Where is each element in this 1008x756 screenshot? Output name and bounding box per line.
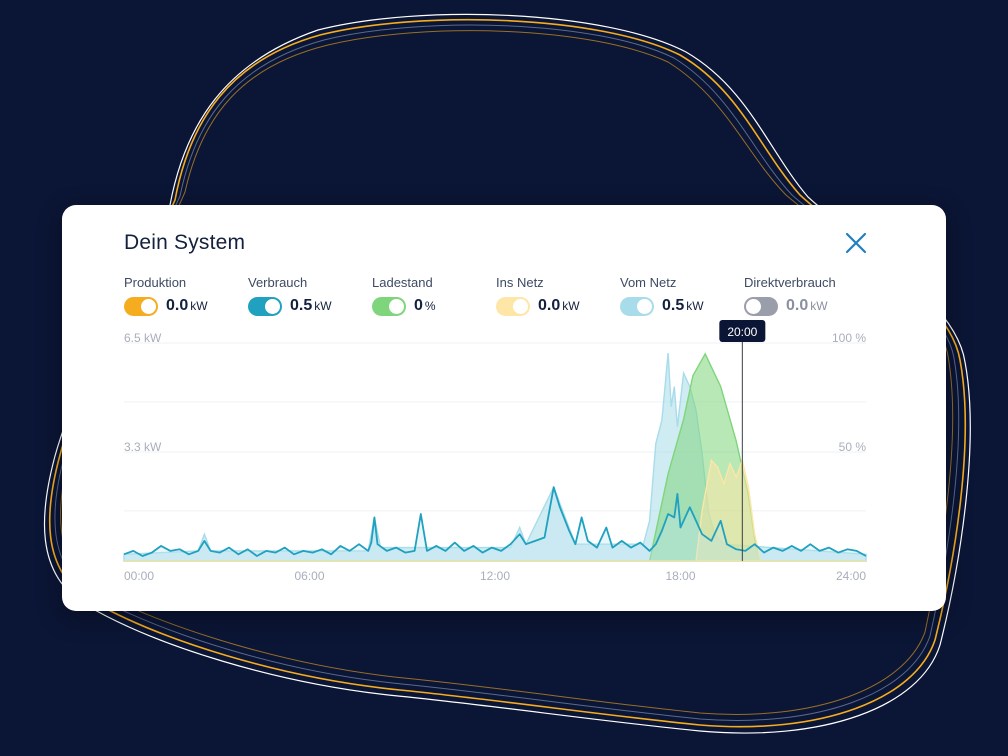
time-cursor-label: 20:00 bbox=[727, 325, 757, 339]
time-cursor-tooltip bbox=[719, 320, 766, 342]
toggle-knob bbox=[637, 299, 652, 314]
toggle-knob bbox=[513, 299, 528, 314]
legend-value-unit: kW bbox=[686, 299, 704, 313]
legend-value-number: 0.0 bbox=[166, 297, 189, 314]
legend-value-unit: kW bbox=[810, 299, 828, 313]
series-area-ladestand bbox=[124, 352, 866, 562]
legend-label: Verbrauch bbox=[248, 275, 308, 290]
legend-label: Produktion bbox=[124, 275, 187, 290]
legend-value-unit: kW bbox=[562, 299, 580, 313]
legend-value: 0.5 kW bbox=[290, 297, 332, 315]
legend-value: 0.5 kW bbox=[662, 297, 704, 315]
chart-area: 6.5 kW 3.3 kW 100 % 50 % 00:00 06:00 12:00 18:0… bbox=[62, 205, 946, 611]
toggle-switch[interactable] bbox=[124, 297, 158, 316]
x-tick-label: 18:00 bbox=[665, 569, 695, 583]
series-fill-verbrauch bbox=[124, 487, 866, 561]
legend-value-number: 0.5 bbox=[290, 297, 313, 314]
system-card: Dein System Produktion 0.0 kW Verbrauch 0.5 k… bbox=[62, 205, 946, 611]
y-right-tick-label: 50 % bbox=[839, 440, 867, 454]
y-left-tick-label: 3.3 kW bbox=[124, 440, 162, 454]
legend-value-number: 0.5 bbox=[662, 297, 685, 314]
x-tick-label: 06:00 bbox=[294, 569, 324, 583]
legend-item-verbrauch: Verbrauch 0.5 kW bbox=[248, 275, 372, 319]
toggle-knob bbox=[141, 299, 156, 314]
series-line-verbrauch bbox=[123, 486, 867, 557]
x-tick-label: 12:00 bbox=[480, 569, 510, 583]
legend-label: Direktverbrauch bbox=[744, 275, 836, 290]
legend-label: Vom Netz bbox=[620, 275, 677, 290]
toggle-switch[interactable] bbox=[744, 297, 778, 316]
x-tick-label: 00:00 bbox=[124, 569, 154, 583]
toggle-switch[interactable] bbox=[248, 297, 282, 316]
y-left-tick-label: 6.5 kW bbox=[124, 331, 162, 345]
legend-value-number: 0 bbox=[414, 297, 423, 314]
legend-value: 0% bbox=[414, 297, 436, 315]
legend-item-direktverbrauch: Direktverbrauch 0.0 kW bbox=[744, 275, 868, 319]
legend-item-produktion: Produktion 0.0 kW bbox=[124, 275, 248, 319]
legend: Produktion 0.0 kW Verbrauch 0.5 kW Ladestand 0%… bbox=[124, 275, 884, 319]
legend-value: 0.0 kW bbox=[786, 297, 828, 315]
series-area-ins-netz bbox=[124, 457, 866, 562]
scrollbar[interactable] bbox=[932, 334, 938, 482]
close-icon[interactable] bbox=[844, 231, 868, 255]
toggle-knob bbox=[746, 299, 761, 314]
toggle-switch[interactable] bbox=[372, 297, 406, 316]
toggle-knob bbox=[265, 299, 280, 314]
legend-item-ins-netz: Ins Netz 0.0 kW bbox=[496, 275, 620, 319]
legend-value-unit: kW bbox=[190, 299, 208, 313]
legend-label: Ladestand bbox=[372, 275, 433, 290]
toggle-knob bbox=[389, 299, 404, 314]
legend-value-number: 0.0 bbox=[786, 297, 809, 314]
legend-value-number: 0.0 bbox=[538, 297, 561, 314]
series-area-vom-netz bbox=[123, 353, 867, 562]
toggle-switch[interactable] bbox=[496, 297, 530, 316]
toggle-switch[interactable] bbox=[620, 297, 654, 316]
legend-value-unit: kW bbox=[314, 299, 332, 313]
legend-value: 0.0 kW bbox=[166, 297, 208, 315]
legend-value: 0.0 kW bbox=[538, 297, 580, 315]
legend-value-unit: % bbox=[424, 299, 436, 313]
card-title: Dein System bbox=[124, 231, 246, 254]
legend-item-ladestand: Ladestand 0% bbox=[372, 275, 496, 319]
x-tick-label: 24:00 bbox=[836, 569, 866, 583]
legend-label: Ins Netz bbox=[496, 275, 544, 290]
y-right-tick-label: 100 % bbox=[832, 331, 866, 345]
chart-svg: 6.5 kW 3.3 kW 100 % 50 % 00:00 06:00 12:00 18:0… bbox=[123, 320, 867, 583]
legend-item-vom-netz: Vom Netz 0.5 kW bbox=[620, 275, 744, 319]
